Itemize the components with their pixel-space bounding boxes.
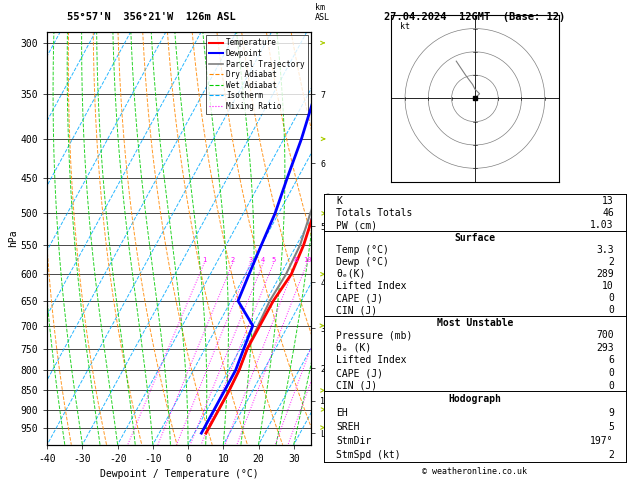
Text: StmSpd (kt): StmSpd (kt) (336, 451, 401, 460)
Text: CAPE (J): CAPE (J) (336, 293, 383, 303)
Text: 10: 10 (602, 281, 614, 291)
Text: 6: 6 (608, 355, 614, 365)
Text: km
ASL: km ASL (314, 3, 330, 22)
Text: K: K (336, 196, 342, 206)
Text: θₑ(K): θₑ(K) (336, 269, 365, 279)
Text: CIN (J): CIN (J) (336, 381, 377, 391)
Text: Pressure (mb): Pressure (mb) (336, 330, 413, 340)
Text: PW (cm): PW (cm) (336, 220, 377, 230)
Text: Most Unstable: Most Unstable (437, 318, 513, 328)
X-axis label: Dewpoint / Temperature (°C): Dewpoint / Temperature (°C) (100, 469, 259, 479)
Text: 2: 2 (608, 451, 614, 460)
Text: 700: 700 (596, 330, 614, 340)
Text: Temp (°C): Temp (°C) (336, 244, 389, 255)
Text: Hodograph: Hodograph (448, 394, 501, 404)
Text: 8: 8 (294, 257, 298, 263)
Text: 289: 289 (596, 269, 614, 279)
Text: 0: 0 (608, 381, 614, 391)
Text: 46: 46 (602, 208, 614, 218)
Text: 5: 5 (272, 257, 276, 263)
Y-axis label: hPa: hPa (8, 229, 18, 247)
Text: Lifted Index: Lifted Index (336, 355, 406, 365)
Text: 4: 4 (261, 257, 265, 263)
Text: 27.04.2024  12GMT  (Base: 12): 27.04.2024 12GMT (Base: 12) (384, 12, 565, 22)
Text: 197°: 197° (590, 436, 614, 446)
Text: 2: 2 (608, 257, 614, 267)
Text: © weatheronline.co.uk: © weatheronline.co.uk (423, 467, 527, 476)
Text: Totals Totals: Totals Totals (336, 208, 413, 218)
Text: 9: 9 (608, 408, 614, 418)
Text: CIN (J): CIN (J) (336, 305, 377, 315)
Text: θₑ (K): θₑ (K) (336, 343, 371, 353)
Text: 5: 5 (608, 422, 614, 432)
Text: Mixing Ratio (g/kg): Mixing Ratio (g/kg) (325, 191, 335, 286)
Text: kt: kt (401, 21, 410, 31)
Text: 55°57'N  356°21'W  126m ASL: 55°57'N 356°21'W 126m ASL (67, 12, 235, 22)
Text: 10: 10 (303, 257, 311, 263)
Text: StmDir: StmDir (336, 436, 371, 446)
Text: 1.03: 1.03 (590, 220, 614, 230)
Text: 0: 0 (608, 293, 614, 303)
Text: SREH: SREH (336, 422, 360, 432)
Legend: Temperature, Dewpoint, Parcel Trajectory, Dry Adiabat, Wet Adiabat, Isotherm, Mi: Temperature, Dewpoint, Parcel Trajectory… (206, 35, 308, 114)
Text: 2: 2 (231, 257, 235, 263)
Text: CAPE (J): CAPE (J) (336, 368, 383, 378)
Text: 1: 1 (202, 257, 206, 263)
Text: 13: 13 (602, 196, 614, 206)
Text: Surface: Surface (454, 232, 496, 243)
Text: 3: 3 (248, 257, 252, 263)
Text: Dewp (°C): Dewp (°C) (336, 257, 389, 267)
Text: 0: 0 (608, 368, 614, 378)
Text: EH: EH (336, 408, 348, 418)
Text: 3.3: 3.3 (596, 244, 614, 255)
Text: 0: 0 (608, 305, 614, 315)
Text: 293: 293 (596, 343, 614, 353)
Text: Lifted Index: Lifted Index (336, 281, 406, 291)
